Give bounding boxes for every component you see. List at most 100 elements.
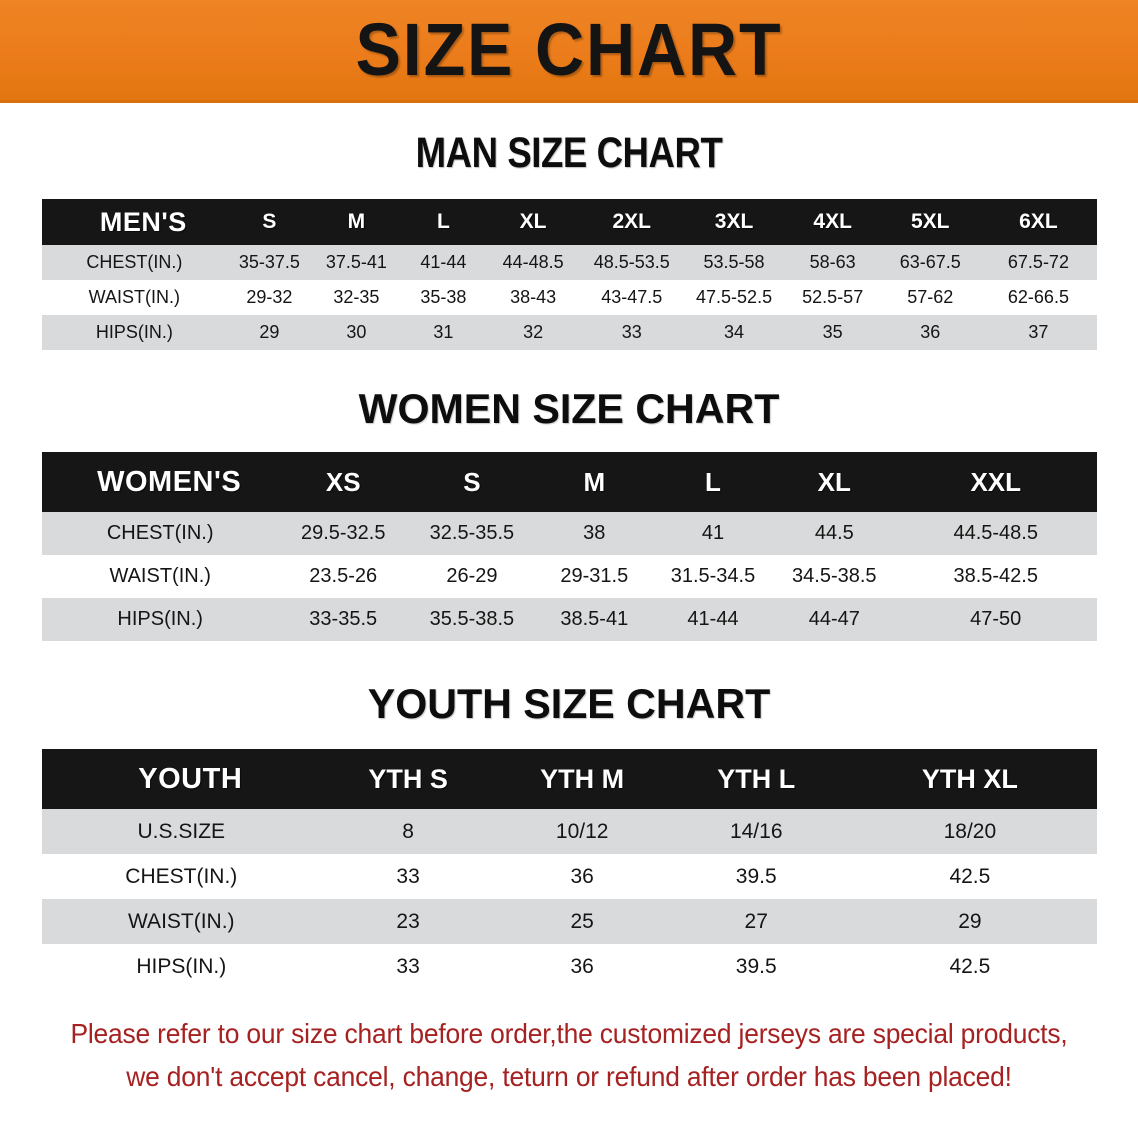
women-cell: 44.5-48.5: [953, 522, 1038, 544]
man-cell: 53.5-58: [703, 252, 765, 272]
man-row-label: CHEST(IN.): [86, 252, 183, 272]
youth-cell: 18/20: [943, 819, 997, 843]
man-cell: 33: [621, 322, 642, 342]
women-cell: 44.5: [814, 522, 854, 544]
page-title: SIZE CHART: [355, 8, 783, 91]
man-cell: 31: [433, 322, 454, 342]
women-cell: 34.5-38.5: [792, 565, 877, 587]
man-table-header: MEN'S S M L XL 2XL 3XL 4XL 5XL 6XL: [41, 199, 1097, 245]
man-cell: 35-38: [420, 287, 467, 307]
women-cell: 23.5-26: [309, 565, 378, 587]
youth-row-label: WAIST(IN.): [128, 909, 235, 933]
youth-cell: 14/16: [729, 819, 783, 843]
man-cell: 37: [1028, 322, 1049, 342]
youth-col-header: YTH XL: [921, 763, 1018, 794]
youth-cell: 42.5: [949, 864, 991, 888]
youth-size-table-container: YOUTH YTH S YTH M YTH L YTH XL U.S.SIZE …: [41, 749, 1097, 989]
youth-table-corner-label: YOUTH: [138, 762, 243, 795]
man-col-header: 3XL: [714, 210, 754, 233]
women-cell: 38.5-41: [560, 608, 629, 630]
man-cell: 43-47.5: [601, 287, 663, 307]
man-cell: 41-44: [420, 252, 467, 272]
man-cell: 57-62: [907, 287, 954, 307]
youth-table-header: YOUTH YTH S YTH M YTH L YTH XL: [41, 749, 1097, 809]
youth-cell: 25: [570, 909, 594, 933]
youth-cell: 23: [396, 909, 420, 933]
women-row-label: WAIST(IN.): [109, 565, 211, 587]
man-cell: 32: [523, 322, 544, 342]
youth-cell: 10/12: [555, 819, 609, 843]
women-header-row: WOMEN'S XS S M L XL XXL: [41, 452, 1097, 512]
women-cell: 41-44: [687, 608, 739, 630]
man-row-label: HIPS(IN.): [95, 322, 173, 342]
man-cell: 48.5-53.5: [593, 252, 670, 272]
women-cell: 41: [701, 522, 725, 544]
youth-section-heading: YOUTH SIZE CHART: [367, 680, 771, 727]
table-row: U.S.SIZE 8 10/12 14/16 18/20: [41, 809, 1097, 854]
women-cell: 29-31.5: [560, 565, 629, 587]
disclaimer-line-1: Please refer to our size chart before or…: [70, 1018, 1068, 1049]
women-table-corner-label: WOMEN'S: [97, 465, 242, 498]
man-cell: 44-48.5: [502, 252, 564, 272]
man-cell: 34: [724, 322, 745, 342]
youth-cell: 33: [396, 954, 420, 978]
table-row: CHEST(IN.) 35-37.5 37.5-41 41-44 44-48.5…: [41, 245, 1097, 280]
women-table-body: CHEST(IN.) 29.5-32.5 32.5-35.5 38 41 44.…: [41, 512, 1097, 641]
man-cell: 29-32: [246, 287, 293, 307]
youth-cell: 33: [396, 864, 420, 888]
youth-header-row: YOUTH YTH S YTH M YTH L YTH XL: [41, 749, 1097, 809]
disclaimer-line-2: we don't accept cancel, change, teturn o…: [126, 1060, 1012, 1092]
women-section-heading: WOMEN SIZE CHART: [358, 385, 780, 432]
women-col-header: S: [463, 466, 481, 497]
women-cell: 26-29: [446, 565, 498, 587]
man-cell: 32-35: [333, 287, 380, 307]
youth-table-body: U.S.SIZE 8 10/12 14/16 18/20 CHEST(IN.) …: [41, 809, 1097, 989]
youth-row-label: HIPS(IN.): [136, 954, 227, 978]
youth-col-header: YTH M: [540, 763, 625, 794]
youth-cell: 29: [958, 909, 982, 933]
youth-size-table: YOUTH YTH S YTH M YTH L YTH XL U.S.SIZE …: [41, 749, 1097, 989]
women-cell: 47-50: [970, 608, 1022, 630]
women-col-header: L: [705, 466, 721, 497]
man-cell: 67.5-72: [1007, 252, 1069, 272]
man-section-heading: MAN SIZE CHART: [415, 129, 723, 177]
table-row: HIPS(IN.) 29 30 31 32 33 34 35 36 37: [41, 315, 1097, 350]
women-col-header: XL: [817, 466, 851, 497]
man-col-header: S: [262, 210, 277, 233]
man-col-header: L: [437, 210, 450, 233]
youth-row-label: CHEST(IN.): [125, 864, 238, 888]
women-cell: 38: [583, 522, 606, 544]
man-cell: 36: [920, 322, 941, 342]
youth-row-label: U.S.SIZE: [137, 819, 226, 843]
women-row-label: HIPS(IN.): [117, 608, 203, 630]
women-size-table-container: WOMEN'S XS S M L XL XXL CHEST(IN.) 29.5-…: [41, 452, 1097, 641]
table-row: HIPS(IN.) 33 36 39.5 42.5: [41, 944, 1097, 989]
man-col-header: 2XL: [612, 210, 651, 233]
table-row: CHEST(IN.) 33 36 39.5 42.5: [41, 854, 1097, 899]
women-table-header: WOMEN'S XS S M L XL XXL: [41, 452, 1097, 512]
page-banner: SIZE CHART: [0, 0, 1138, 103]
youth-col-header: YTH L: [717, 763, 796, 794]
man-cell: 30: [346, 322, 367, 342]
women-col-header: M: [583, 466, 606, 497]
man-cell: 62-66.5: [1007, 287, 1069, 307]
disclaimer-text: Please refer to our size chart before or…: [41, 1013, 1097, 1098]
man-cell: 52.5-57: [802, 287, 864, 307]
women-cell: 35.5-38.5: [429, 608, 515, 630]
youth-cell: 8: [402, 819, 414, 843]
youth-cell: 39.5: [735, 954, 777, 978]
man-col-header: 6XL: [1019, 210, 1058, 233]
table-row: WAIST(IN.) 23 25 27 29: [41, 899, 1097, 944]
man-cell: 47.5-52.5: [696, 287, 773, 307]
man-cell: 29: [259, 322, 280, 342]
man-size-table: MEN'S S M L XL 2XL 3XL 4XL 5XL 6XL CHEST…: [41, 199, 1097, 350]
women-cell: 31.5-34.5: [670, 565, 756, 587]
man-col-header: XL: [519, 210, 547, 233]
man-cell: 58-63: [809, 252, 856, 272]
man-cell: 35: [822, 322, 843, 342]
women-cell: 33-35.5: [309, 608, 378, 630]
women-size-table: WOMEN'S XS S M L XL XXL CHEST(IN.) 29.5-…: [41, 452, 1097, 641]
youth-cell: 39.5: [735, 864, 777, 888]
man-cell: 38-43: [510, 287, 557, 307]
